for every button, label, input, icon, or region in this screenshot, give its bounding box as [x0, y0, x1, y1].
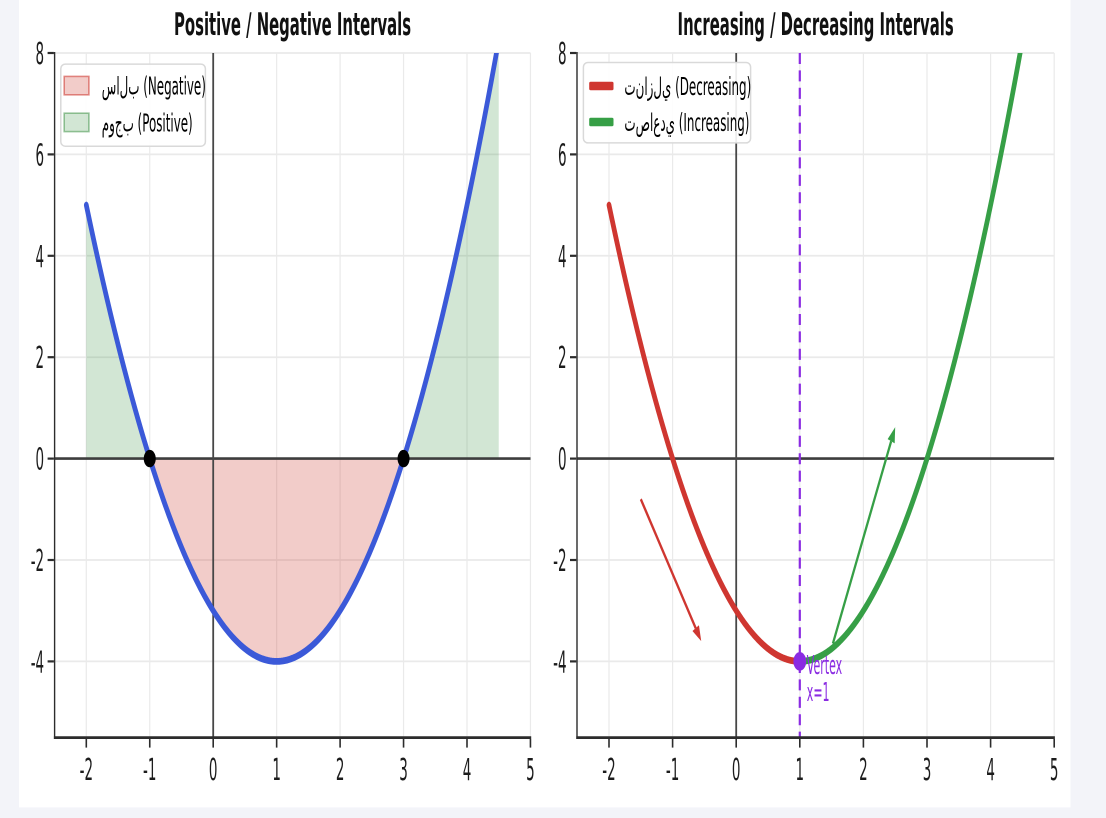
root-marker	[143, 449, 156, 468]
increasing-arrow	[831, 440, 893, 645]
x-tick-label: 0	[732, 752, 741, 788]
legend-label: ‭س‌ا‌ل‌ب‬ (Negative)	[102, 72, 206, 101]
x-tick-label: -2	[80, 752, 93, 788]
y-tick-label: 2	[36, 340, 45, 376]
curve-curve	[83, 53, 499, 665]
x-tick-label: 1	[796, 752, 805, 788]
plot-area	[577, 53, 1055, 738]
positive-region-left-fill	[86, 205, 150, 459]
x-tick-label: -1	[143, 752, 156, 788]
root-marker	[397, 449, 410, 468]
data-layer	[577, 53, 1055, 738]
x-tick-label: 2	[859, 752, 868, 788]
legend-box	[582, 61, 752, 144]
legend-swatch-line	[589, 117, 614, 127]
decreasing-arrow	[639, 498, 697, 630]
y-tick-label: 2	[558, 340, 567, 376]
legend-label: ‭ت‌ص‌ا‌ع‌د‌ي‬ (Increasing)	[624, 108, 749, 137]
legend: ‭ت‌ن‌ا‌ز‌ل‌ي‬ (Decreasing) ‭ت‌ص‌ا‌ع‌د‌ي‬ …	[582, 61, 752, 144]
legend-box	[60, 63, 207, 147]
x-tick-label: 2	[336, 752, 345, 788]
y-tick-label: 4	[558, 238, 567, 274]
plot-area	[54, 53, 531, 738]
y-tick-label: 0	[558, 441, 567, 477]
ticks: -2 -1 0 1 2 3 4 5 8 6 4 2 0 -2 -4	[553, 36, 1058, 788]
subplot-title: Positive / Negative Intervals	[174, 7, 411, 43]
decreasing-curve	[606, 201, 803, 665]
subplot-positive-negative: -2 -1 0 1 2 3 4 5 8 6 4 2 0 -2 -4 Positive / Negative I…	[31, 7, 535, 788]
x-tick-label: 3	[923, 752, 932, 788]
ticks: -2 -1 0 1 2 3 4 5 8 6 4 2 0 -2 -4	[31, 36, 535, 788]
legend-label: ‭ت‌ن‌ا‌ز‌ل‌ي‬ (Decreasing)	[624, 72, 751, 101]
x-tick-label: 1	[272, 752, 281, 788]
y-tick-label: 8	[36, 36, 45, 72]
x-tick-label: 3	[399, 752, 408, 788]
legend-swatch-line	[589, 81, 614, 91]
y-tick-label: -2	[31, 543, 44, 579]
x-tick-label: 4	[463, 752, 472, 788]
legend-swatch-patch	[63, 112, 90, 133]
increasing-arrow-head	[887, 427, 896, 444]
decreasing-arrow-head	[692, 625, 702, 642]
annotation-text: x=1	[807, 678, 830, 708]
y-tick-label: 8	[558, 36, 567, 72]
subplot-increasing-decreasing: -2 -1 0 1 2 3 4 5 8 6 4 2 0 -2 -4 Increasing / Decreasi…	[553, 7, 1058, 788]
y-tick-label: 4	[36, 238, 45, 274]
increasing-curve	[797, 53, 1023, 665]
y-tick-label: 6	[558, 137, 567, 173]
legend-swatch-patch	[63, 75, 90, 96]
y-tick-label: -4	[553, 644, 566, 680]
legend-label: ‭م‌و‌ج‌ب‬ (Positive)	[102, 108, 193, 137]
y-tick-label: -4	[31, 644, 44, 680]
y-tick-label: 6	[36, 137, 45, 173]
x-tick-label: 4	[986, 752, 995, 788]
x-tick-label: 0	[209, 752, 218, 788]
x-tick-label: 5	[1050, 752, 1059, 788]
y-tick-label: -2	[553, 543, 566, 579]
legend: ‭س‌ا‌ل‌ب‬ (Negative) ‭م‌و‌ج‌ب‬ (Positive)	[60, 63, 207, 147]
x-tick-label: 5	[526, 752, 535, 788]
annotation-text: Vertex	[807, 651, 842, 681]
data-layer	[54, 53, 531, 738]
x-tick-label: -2	[602, 752, 615, 788]
subplot-title: Increasing / Decreasing Intervals	[678, 7, 954, 43]
vertex-marker	[793, 652, 807, 671]
x-tick-label: -1	[666, 752, 679, 788]
positive-region-right-fill	[403, 53, 499, 459]
y-tick-label: 0	[36, 441, 45, 477]
